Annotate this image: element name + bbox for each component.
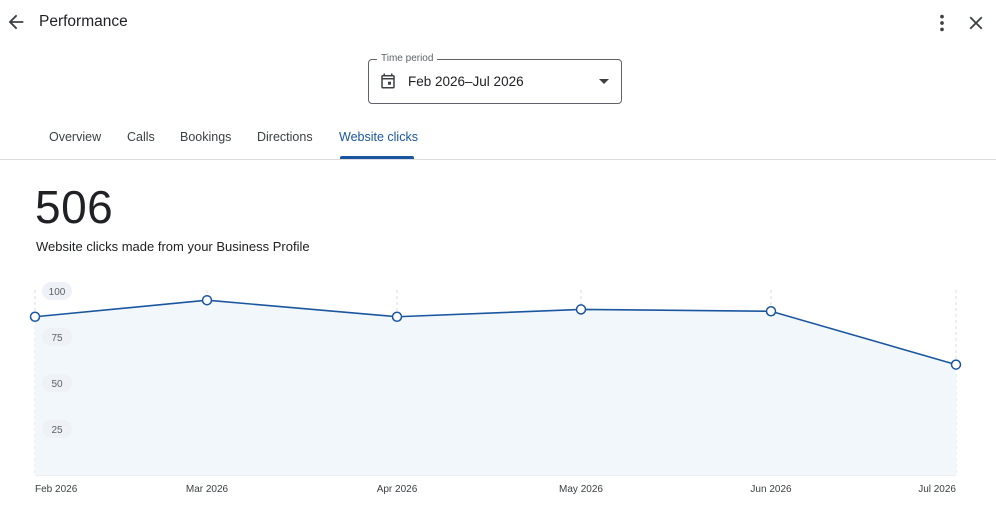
calendar-icon xyxy=(381,73,395,89)
y-tick-label-75: 75 xyxy=(51,333,63,344)
header-bar: Performance xyxy=(0,0,996,46)
time-period-select[interactable]: Time period Feb 2026–Jul 2026 xyxy=(368,52,622,104)
x-tick-label-jul-2026: Jul 2026 xyxy=(918,484,956,495)
data-point-jun-2026 xyxy=(765,305,777,317)
close-icon xyxy=(969,16,983,30)
x-tick-label-may-2026: May 2026 xyxy=(559,484,603,495)
tab-bar: Overview Calls Bookings Directions Websi… xyxy=(0,118,996,160)
y-tick-pill-25 xyxy=(42,420,72,438)
data-point-apr-2026 xyxy=(391,311,403,323)
dropdown-caret-icon xyxy=(599,79,609,84)
more-vert-icon xyxy=(940,14,944,32)
x-tick-label-mar-2026: Mar 2026 xyxy=(186,484,229,495)
page-title: Performance xyxy=(39,13,128,30)
close-button[interactable] xyxy=(965,12,987,34)
x-tick-label-feb-2026: Feb 2026 xyxy=(35,484,78,495)
arrow-back-icon xyxy=(8,14,24,30)
y-tick-pill-50 xyxy=(42,374,72,392)
time-period-label: Time period xyxy=(377,52,438,66)
active-tab-indicator xyxy=(340,156,414,159)
y-tick-pill-75 xyxy=(42,328,72,346)
tab-calls[interactable]: Calls xyxy=(127,130,155,144)
y-tick-pill-100 xyxy=(42,282,72,300)
tab-website-clicks[interactable]: Website clicks xyxy=(339,130,418,144)
x-tick-label-apr-2026: Apr 2026 xyxy=(377,484,418,495)
back-button[interactable] xyxy=(5,11,27,33)
tab-bookings[interactable]: Bookings xyxy=(180,130,232,144)
y-tick-label-25: 25 xyxy=(51,425,63,436)
data-point-jul-2026 xyxy=(950,359,962,370)
more-options-button[interactable] xyxy=(931,12,953,34)
series-area xyxy=(35,300,956,475)
data-point-may-2026 xyxy=(575,304,587,315)
data-point-mar-2026 xyxy=(201,294,213,306)
y-tick-label-100: 100 xyxy=(49,287,66,298)
time-period-value: Feb 2026–Jul 2026 xyxy=(408,74,524,89)
series-line xyxy=(34,299,957,366)
x-tick-label-jun-2026: Jun 2026 xyxy=(750,484,792,495)
metric-value: 506 xyxy=(35,181,114,233)
y-tick-label-50: 50 xyxy=(51,379,63,390)
metric-description: Website clicks made from your Business P… xyxy=(36,239,310,254)
tab-overview[interactable]: Overview xyxy=(49,130,102,144)
data-point-feb-2026 xyxy=(29,311,41,323)
tab-directions[interactable]: Directions xyxy=(257,130,313,144)
